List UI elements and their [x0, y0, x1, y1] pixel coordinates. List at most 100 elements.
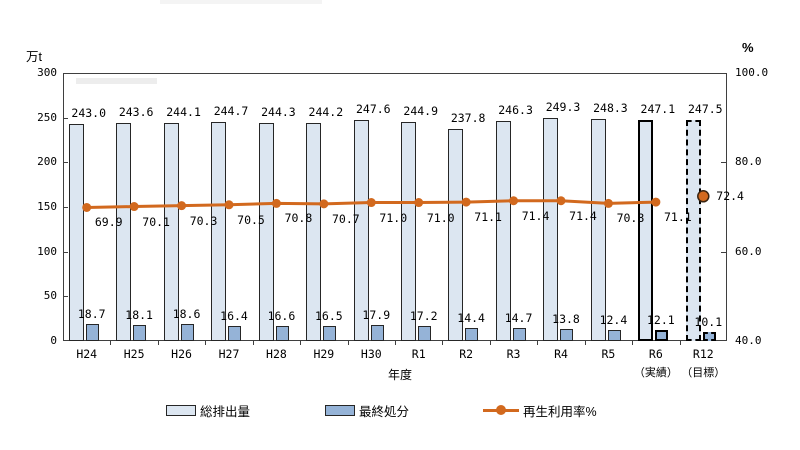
x-axis-tick	[395, 341, 396, 345]
rate-value-label: 71.0	[426, 210, 455, 225]
x-category-label: R1	[411, 347, 426, 361]
x-axis-tick	[347, 341, 349, 345]
disposal-value-label: 16.6	[267, 309, 296, 324]
x-category-label: H30	[360, 347, 382, 361]
total-bar	[590, 119, 606, 341]
left-axis-tick-label: 100	[37, 244, 57, 258]
disposal-bar	[180, 324, 194, 341]
x-axis-tick	[205, 341, 207, 345]
rate-value-label: 70.3	[189, 213, 218, 228]
disposal-value-label: 16.5	[314, 309, 343, 324]
disposal-value-label: 16.4	[220, 309, 248, 324]
disposal-bar	[512, 327, 526, 341]
cropped-title-remnant	[160, 0, 322, 4]
total-bar	[401, 122, 416, 341]
right-axis-tick-label: 60.0	[735, 244, 762, 258]
rate-value-label: 71.0	[379, 210, 408, 225]
disposal-bar	[655, 330, 669, 341]
total-value-label: 246.3	[498, 102, 533, 117]
x-category-label: R6	[648, 347, 663, 361]
disposal-bar	[275, 326, 289, 341]
x-axis-tick	[157, 341, 159, 345]
total-value-label: 237.8	[450, 110, 486, 125]
right-axis-tick	[721, 251, 726, 253]
left-axis-tick	[63, 117, 68, 119]
total-value-label: 244.7	[213, 104, 249, 119]
total-value-label: 244.9	[403, 104, 439, 119]
x-axis-tick	[442, 341, 444, 345]
right-axis-tick-label: 40.0	[735, 334, 762, 347]
x-category-label: H28	[266, 347, 287, 361]
legend-label-total: 総排出量	[200, 404, 251, 419]
disposal-bar	[418, 325, 431, 341]
total-bar	[543, 118, 559, 341]
disposal-value-label: 18.6	[172, 307, 201, 322]
total-bar	[69, 123, 84, 341]
left-axis-tick-label: 200	[37, 155, 57, 169]
legend-swatch-total-bar	[166, 404, 196, 416]
disposal-value-label: 14.7	[504, 310, 533, 325]
left-axis-tick	[63, 162, 68, 164]
left-axis-tick	[63, 296, 68, 298]
disposal-value-label: 14.4	[457, 311, 485, 326]
total-value-label: 243.0	[71, 105, 107, 120]
left-axis-unit-label: 万t	[26, 50, 42, 64]
rate-value-label: 71.4	[521, 208, 550, 223]
total-value-label: 248.3	[593, 101, 628, 116]
legend: 総排出量 最終処分 再生利用率%	[0, 400, 800, 424]
total-value-label: 249.3	[545, 100, 581, 115]
rate-value-label: 72.4	[716, 189, 744, 204]
rate-value-label: 71.4	[569, 208, 597, 223]
total-value-label: 247.5	[687, 101, 723, 116]
disposal-value-label: 17.2	[409, 308, 438, 323]
disposal-value-label: 18.1	[125, 307, 153, 322]
disposal-bar	[86, 324, 99, 341]
left-axis-tick-label: 50	[43, 289, 57, 303]
x-axis-tick	[110, 341, 112, 345]
total-value-label: 244.3	[261, 104, 296, 119]
legend-item-disposal: 最終処分	[325, 400, 409, 420]
left-axis-tick-label: 0	[50, 334, 57, 347]
legend-item-total: 総排出量	[166, 400, 250, 420]
x-axis-tick	[300, 341, 302, 345]
x-category-label: H24	[76, 347, 98, 361]
disposal-value-label: 17.9	[362, 308, 391, 322]
disposal-value-label: 10.1	[694, 314, 723, 329]
x-axis-tick	[679, 341, 681, 345]
total-bar	[495, 120, 511, 341]
disposal-value-label: 13.8	[552, 311, 580, 326]
legend-item-recycle-rate: 再生利用率%	[483, 400, 597, 420]
x-axis-tick	[584, 341, 586, 345]
x-category-label: H25	[123, 347, 145, 361]
legend-line-marker-icon	[483, 404, 519, 416]
x-axis-tick	[537, 341, 539, 345]
total-bar	[258, 122, 274, 341]
right-axis-tick-label: 80.0	[735, 155, 762, 169]
rate-value-label: 69.9	[94, 215, 123, 230]
total-bar	[685, 119, 701, 341]
x-category-sublabel: （実績）	[633, 367, 678, 379]
left-axis-tick-label: 300	[37, 66, 57, 79]
x-category-label: R3	[506, 347, 521, 361]
right-axis-unit-label: %	[742, 40, 754, 55]
disposal-bar	[323, 326, 337, 341]
total-value-label: 247.6	[355, 101, 391, 116]
total-value-label: 247.1	[640, 102, 676, 117]
x-axis-title: 年度	[387, 368, 413, 382]
x-category-label: R12	[692, 347, 714, 361]
rate-value-label: 71.1	[663, 210, 692, 225]
x-category-sublabel: （目標）	[681, 367, 726, 379]
total-value-label: 243.6	[118, 105, 154, 120]
total-bar	[116, 123, 132, 341]
disposal-bar	[560, 328, 574, 341]
disposal-bar	[702, 331, 716, 341]
disposal-bar	[370, 325, 384, 341]
total-value-label: 244.1	[166, 104, 201, 119]
disposal-bar	[607, 329, 621, 341]
disposal-value-label: 18.7	[77, 307, 106, 322]
disposal-bar	[228, 326, 242, 341]
disposal-bar	[465, 328, 479, 341]
x-category-label: H26	[171, 347, 192, 361]
rate-value-label: 70.7	[331, 211, 360, 226]
